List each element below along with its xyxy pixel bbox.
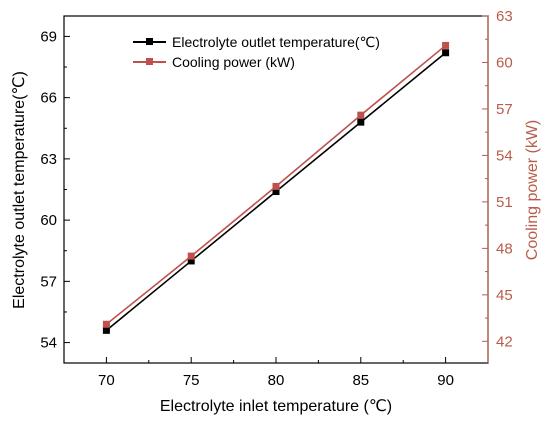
left-axis-ticks: 54 57 60 63 66 69 <box>40 28 70 352</box>
legend: Electrolyte outlet temperature(℃) Coolin… <box>133 34 380 70</box>
x-tick-label-85: 85 <box>352 372 369 389</box>
series-1-point-90 <box>442 41 450 49</box>
legend-label-cooling: Cooling power (kW) <box>172 54 295 70</box>
right-tick-label-60: 60 <box>496 54 513 71</box>
x-tick-label-90: 90 <box>437 372 454 389</box>
x-axis-title: Electrolyte inlet temperature (℃) <box>160 398 392 415</box>
series-1-point-80 <box>272 182 280 190</box>
left-tick-label-69: 69 <box>40 28 57 45</box>
left-tick-label-66: 66 <box>40 90 57 107</box>
x-tick-label-75: 75 <box>183 372 200 389</box>
series-0-point-90 <box>442 49 450 57</box>
series-layer <box>102 41 450 334</box>
right-axis-title: Cooling power (kW) <box>524 120 541 260</box>
right-axis-ticks: 42 45 48 51 54 57 60 63 <box>482 8 513 350</box>
series-1-point-75 <box>187 252 195 260</box>
series-0-point-80 <box>272 188 280 196</box>
series-1-point-85 <box>357 111 365 119</box>
legend-marker-outlet <box>146 38 153 45</box>
left-tick-label-60: 60 <box>40 212 57 229</box>
series-0-point-85 <box>357 118 365 126</box>
left-axis-title: Electrolyte outlet temperature(℃) <box>11 71 28 309</box>
right-tick-label-45: 45 <box>496 287 513 304</box>
x-tick-label-70: 70 <box>98 372 115 389</box>
x-tick-label-80: 80 <box>268 372 285 389</box>
right-tick-label-48: 48 <box>496 240 513 257</box>
series-0-point-75 <box>187 257 195 265</box>
right-tick-label-54: 54 <box>496 147 513 164</box>
right-tick-label-42: 42 <box>496 333 513 350</box>
left-tick-label-63: 63 <box>40 151 57 168</box>
right-tick-label-63: 63 <box>496 8 513 25</box>
right-tick-label-57: 57 <box>496 101 513 118</box>
x-axis-ticks: 70 75 80 85 90 <box>98 357 454 389</box>
left-tick-label-54: 54 <box>40 335 57 352</box>
left-tick-label-57: 57 <box>40 273 57 290</box>
right-tick-label-51: 51 <box>496 194 513 211</box>
legend-marker-cooling <box>146 58 153 65</box>
series-1-point-70 <box>102 320 110 328</box>
series-0-point-70 <box>102 326 110 334</box>
legend-label-outlet: Electrolyte outlet temperature(℃) <box>172 34 380 50</box>
